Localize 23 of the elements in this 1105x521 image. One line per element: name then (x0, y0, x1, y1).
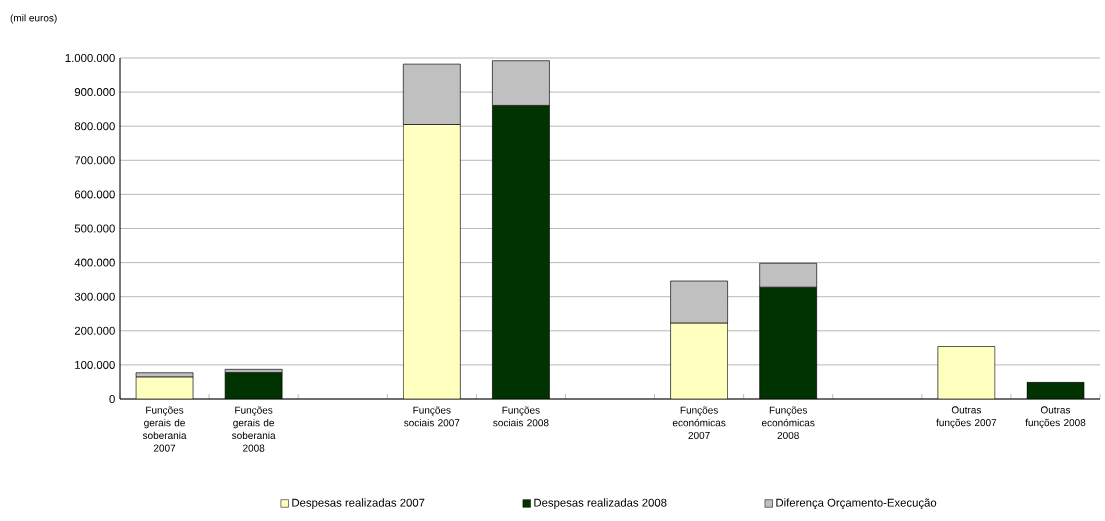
y-tick-label: 700.000 (74, 156, 115, 165)
x-tick-label: Funções sociais 2007 (404, 406, 460, 427)
legend-label: Diferença Orçamento-Execução (776, 498, 937, 509)
x-tick-label: Outras funções 2007 (936, 406, 997, 429)
y-tick-label: 900.000 (74, 88, 115, 97)
y-tick-label: 200.000 (74, 326, 115, 335)
y-tick-label: 1.000.000 (65, 53, 115, 62)
y-tick-label: 300.000 (74, 292, 115, 301)
x-tick-label: Outras funções 2008 (1025, 406, 1086, 429)
y-tick-label: 500.000 (74, 224, 115, 233)
y-tick-label: 600.000 (74, 190, 115, 199)
x-tick-label: Funções económicas 2008 (761, 406, 815, 439)
x-tick-label: Funções gerais de soberania 2007 (142, 406, 187, 452)
y-tick-label: 400.000 (74, 258, 115, 267)
x-tick-label: Funções sociais 2008 (493, 406, 549, 427)
x-tick-label: Funções económicas 2007 (672, 406, 726, 439)
y-tick-label: 0 (109, 395, 115, 403)
x-tick-label: Funções gerais de soberania 2008 (231, 406, 276, 452)
y-axis-title: (mil euros) (10, 14, 57, 24)
legend-label: Despesas realizadas 2008 (534, 498, 667, 509)
y-tick-label: 800.000 (74, 122, 115, 131)
legend-label: Despesas realizadas 2007 (292, 498, 425, 509)
y-tick-label: 100.000 (75, 360, 115, 369)
